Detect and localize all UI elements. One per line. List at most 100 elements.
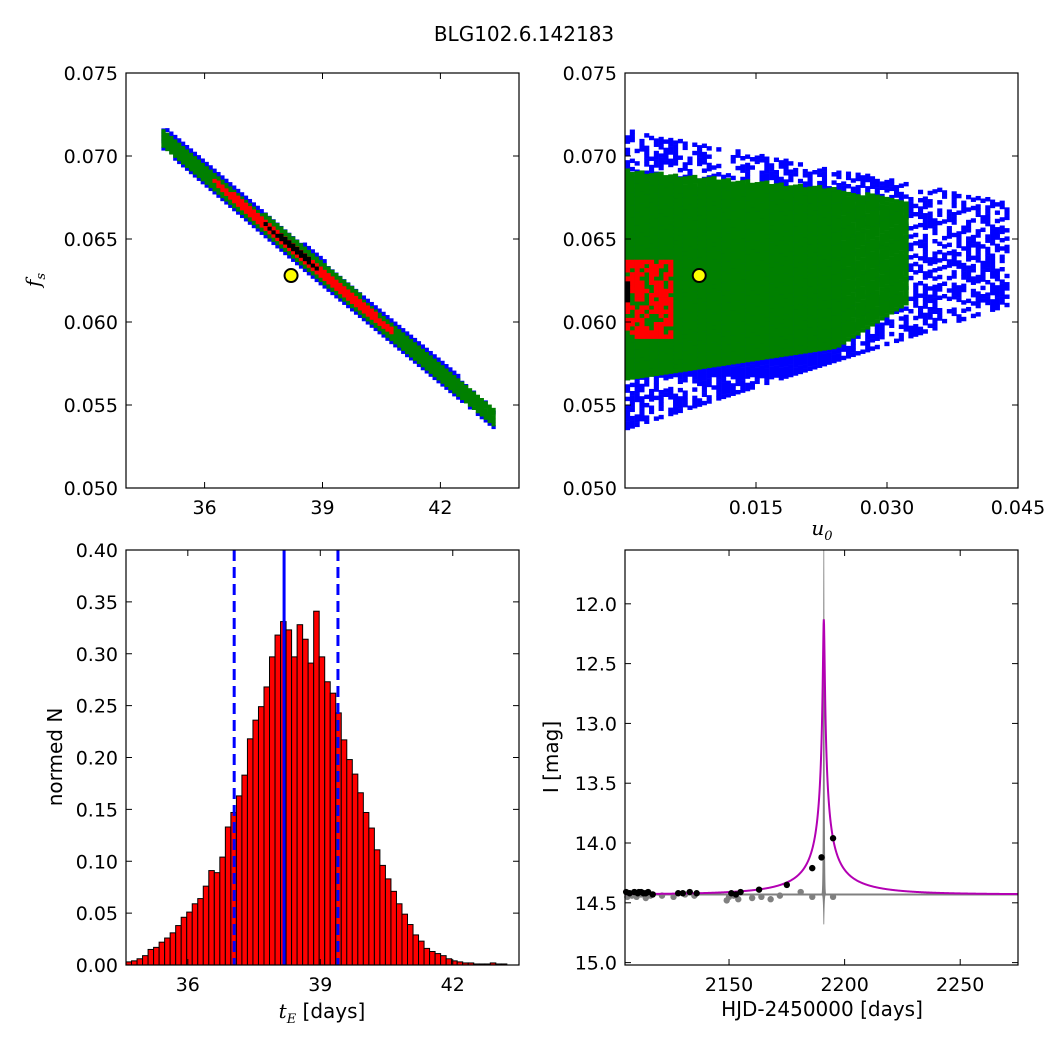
heatmap-cell bbox=[764, 160, 770, 166]
heatmap-cell bbox=[1004, 248, 1010, 254]
heatmap-cell bbox=[456, 381, 461, 386]
heatmap-cell bbox=[196, 159, 201, 164]
heatmap-cell bbox=[649, 239, 655, 244]
heatmap-cell bbox=[338, 276, 343, 281]
heatmap-cell bbox=[397, 332, 402, 337]
heatmap-cell bbox=[279, 230, 284, 234]
heatmap-cell bbox=[212, 190, 217, 195]
heatmap-cell bbox=[644, 236, 650, 241]
heatmap-cell bbox=[668, 224, 674, 229]
heatmap-cell bbox=[682, 398, 688, 404]
heatmap-cell bbox=[629, 184, 635, 189]
heatmap-cell bbox=[927, 306, 933, 312]
heatmap-cell bbox=[287, 254, 292, 259]
heatmap-cell bbox=[922, 242, 928, 247]
heatmap-cell bbox=[644, 323, 650, 328]
heatmap-cell bbox=[314, 270, 319, 275]
heatmap-cell bbox=[721, 373, 727, 379]
heatmap-cell bbox=[692, 349, 698, 354]
heatmap-cell bbox=[271, 219, 276, 224]
heatmap-cell bbox=[970, 239, 976, 244]
heatmap-cell bbox=[769, 175, 775, 181]
heatmap-cell bbox=[740, 388, 746, 393]
heatmap-cell bbox=[634, 303, 640, 309]
heatmap-cell bbox=[330, 283, 335, 288]
heatmap-cell bbox=[961, 308, 967, 313]
heatmap-cell bbox=[836, 174, 842, 180]
heatmap-cell bbox=[884, 316, 890, 322]
heatmap-cell bbox=[208, 187, 213, 192]
heatmap-cell bbox=[663, 336, 669, 342]
heatmap-cell bbox=[625, 367, 631, 373]
heatmap-cell bbox=[673, 343, 679, 349]
heatmap-cell bbox=[471, 398, 477, 403]
heatmap-cell bbox=[361, 317, 367, 322]
heatmap-cell bbox=[673, 360, 679, 365]
heatmap-cell bbox=[259, 227, 264, 232]
heatmap-cell bbox=[653, 251, 659, 256]
heatmap-cell bbox=[639, 207, 645, 213]
heatmap-cell bbox=[440, 360, 445, 365]
heatmap-cell bbox=[966, 248, 972, 254]
heatmap-cell bbox=[956, 293, 962, 298]
heatmap-cell bbox=[927, 257, 933, 262]
heatmap-cell bbox=[629, 225, 635, 231]
heatmap-cell bbox=[350, 300, 355, 304]
heatmap-cell bbox=[793, 172, 799, 177]
heatmap-cell bbox=[658, 179, 664, 185]
heatmap-cell bbox=[918, 222, 924, 228]
heatmap-cell bbox=[200, 158, 205, 163]
heatmap-cell bbox=[994, 227, 1000, 232]
heatmap-cell bbox=[639, 195, 645, 200]
heatmap-cell bbox=[381, 333, 386, 338]
heatmap-cell bbox=[673, 140, 679, 145]
heatmap-cell bbox=[279, 226, 284, 231]
heatmap-cell bbox=[697, 373, 703, 378]
heatmap-cell bbox=[673, 293, 679, 299]
heatmap-cell bbox=[687, 175, 693, 181]
heatmap-cell bbox=[224, 200, 229, 205]
heatmap-cell bbox=[644, 133, 650, 138]
heatmap-cell bbox=[448, 367, 453, 372]
heatmap-cell bbox=[951, 191, 957, 196]
heatmap-cell bbox=[663, 224, 669, 230]
heatmap-cell bbox=[677, 371, 683, 376]
heatmap-cell bbox=[850, 344, 856, 349]
heatmap-cell bbox=[673, 331, 679, 336]
heatmap-cell bbox=[232, 199, 237, 204]
heatmap-cell bbox=[994, 297, 1000, 303]
heatmap-cell bbox=[701, 143, 707, 148]
heatmap-cell bbox=[165, 132, 170, 137]
heatmap-cell bbox=[821, 353, 828, 359]
heatmap-cell bbox=[251, 224, 256, 229]
heatmap-cell bbox=[927, 261, 933, 266]
heatmap-cell bbox=[649, 168, 655, 174]
heatmap-cell bbox=[208, 180, 213, 185]
heatmap-cell bbox=[860, 179, 866, 184]
heatmap-cell bbox=[961, 200, 967, 206]
heatmap-cell bbox=[338, 294, 343, 299]
heatmap-cell bbox=[663, 229, 669, 234]
heatmap-cell bbox=[658, 267, 664, 272]
heatmap-cell bbox=[701, 375, 707, 381]
heatmap-cell bbox=[649, 198, 655, 203]
heatmap-cell bbox=[687, 341, 693, 347]
heatmap-cell bbox=[999, 296, 1005, 301]
heatmap-cell bbox=[966, 236, 972, 241]
heatmap-cell bbox=[385, 324, 390, 328]
heatmap-cell bbox=[869, 180, 876, 185]
heatmap-cell bbox=[692, 403, 698, 409]
heatmap-cell bbox=[251, 213, 256, 218]
heatmap-cell bbox=[922, 296, 928, 301]
heatmap-cell bbox=[692, 249, 698, 255]
heatmap-cell bbox=[236, 195, 241, 200]
heatmap-cell bbox=[668, 146, 674, 151]
heatmap-cell bbox=[769, 358, 775, 363]
heatmap-cell bbox=[188, 156, 194, 161]
heatmap-cell bbox=[687, 366, 693, 371]
heatmap-cell bbox=[990, 203, 996, 209]
heatmap-cell bbox=[778, 160, 784, 165]
heatmap-cell bbox=[769, 374, 775, 380]
heatmap-cell bbox=[475, 402, 480, 406]
heatmap-cell bbox=[283, 248, 288, 252]
